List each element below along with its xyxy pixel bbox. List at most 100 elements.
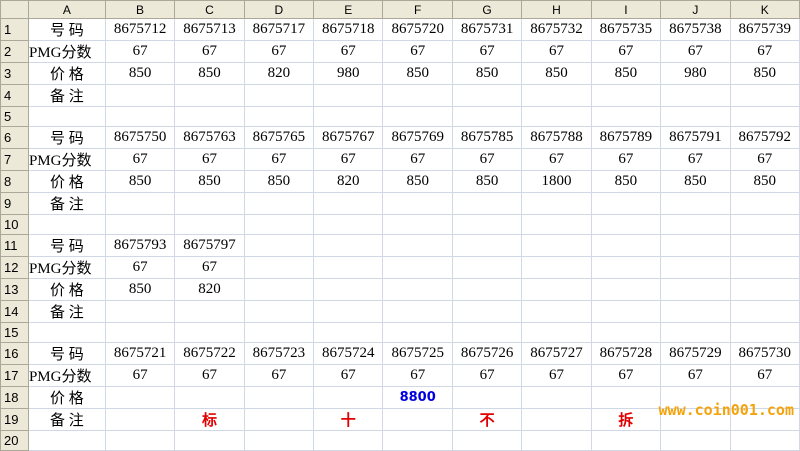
cell-A19[interactable]: 备 注 (27, 408, 106, 431)
cell-I13[interactable] (590, 278, 662, 301)
column-header-J[interactable]: J (660, 0, 731, 19)
row-header-6[interactable]: 6 (0, 126, 29, 149)
row-header-15[interactable]: 15 (0, 322, 29, 343)
cell-D5[interactable] (243, 106, 315, 127)
cell-C1[interactable]: 8675713 (174, 18, 245, 41)
cell-F4[interactable] (382, 84, 453, 107)
cell-C15[interactable] (174, 322, 245, 343)
cell-J1[interactable]: 8675738 (660, 18, 731, 41)
row-header-8[interactable]: 8 (0, 170, 29, 193)
cell-I5[interactable] (590, 106, 662, 127)
cell-F2[interactable]: 67 (382, 40, 453, 63)
cell-C2[interactable]: 67 (174, 40, 245, 63)
cell-I16[interactable]: 8675728 (590, 342, 662, 365)
cell-D10[interactable] (243, 214, 315, 235)
cell-I10[interactable] (590, 214, 662, 235)
cell-G2[interactable]: 67 (451, 40, 523, 63)
cell-E15[interactable] (313, 322, 384, 343)
cell-K17[interactable]: 67 (729, 364, 800, 387)
cell-A14[interactable]: 备 注 (27, 300, 106, 323)
cell-K9[interactable] (729, 192, 800, 215)
cell-G9[interactable] (451, 192, 523, 215)
cell-H9[interactable] (521, 192, 592, 215)
cell-E20[interactable] (313, 430, 384, 451)
cell-G5[interactable] (451, 106, 523, 127)
cell-I6[interactable]: 8675789 (590, 126, 662, 149)
cell-C18[interactable] (174, 386, 245, 409)
cell-G17[interactable]: 67 (451, 364, 523, 387)
cell-D16[interactable]: 8675723 (243, 342, 315, 365)
cell-J7[interactable]: 67 (660, 148, 731, 171)
cell-H18[interactable] (521, 386, 592, 409)
cell-I20[interactable] (590, 430, 662, 451)
cell-B11[interactable]: 8675793 (104, 234, 176, 257)
column-header-E[interactable]: E (313, 0, 384, 19)
cell-I11[interactable] (590, 234, 662, 257)
cell-C20[interactable] (174, 430, 245, 451)
cell-E1[interactable]: 8675718 (313, 18, 384, 41)
cell-B3[interactable]: 850 (104, 62, 176, 85)
cell-J12[interactable] (660, 256, 731, 279)
cell-J13[interactable] (660, 278, 731, 301)
cell-B15[interactable] (104, 322, 176, 343)
cell-F18[interactable]: 8800 (382, 386, 453, 409)
cell-B19[interactable] (104, 408, 176, 431)
cell-I14[interactable] (590, 300, 662, 323)
cell-G3[interactable]: 850 (451, 62, 523, 85)
cell-I4[interactable] (590, 84, 662, 107)
row-header-16[interactable]: 16 (0, 342, 29, 365)
column-header-I[interactable]: I (590, 0, 662, 19)
cell-E3[interactable]: 980 (313, 62, 384, 85)
cell-I3[interactable]: 850 (590, 62, 662, 85)
cell-C16[interactable]: 8675722 (174, 342, 245, 365)
cell-A10[interactable] (27, 214, 106, 235)
row-header-7[interactable]: 7 (0, 148, 29, 171)
cell-H17[interactable]: 67 (521, 364, 592, 387)
cell-A7[interactable]: PMG分数 (27, 148, 106, 171)
cell-G12[interactable] (451, 256, 523, 279)
cell-B7[interactable]: 67 (104, 148, 176, 171)
cell-F11[interactable] (382, 234, 453, 257)
cell-F5[interactable] (382, 106, 453, 127)
cell-C9[interactable] (174, 192, 245, 215)
cell-H15[interactable] (521, 322, 592, 343)
cell-J3[interactable]: 980 (660, 62, 731, 85)
cell-J5[interactable] (660, 106, 731, 127)
cell-A20[interactable] (27, 430, 106, 451)
row-header-4[interactable]: 4 (0, 84, 29, 107)
cell-J10[interactable] (660, 214, 731, 235)
cell-H1[interactable]: 8675732 (521, 18, 592, 41)
cell-J15[interactable] (660, 322, 731, 343)
cell-D9[interactable] (243, 192, 315, 215)
cell-F19[interactable] (382, 408, 453, 431)
cell-K8[interactable]: 850 (729, 170, 800, 193)
cell-J11[interactable] (660, 234, 731, 257)
cell-A3[interactable]: 价 格 (27, 62, 106, 85)
row-header-2[interactable]: 2 (0, 40, 29, 63)
cell-H14[interactable] (521, 300, 592, 323)
column-header-A[interactable]: A (27, 0, 106, 19)
cell-F3[interactable]: 850 (382, 62, 453, 85)
cell-C4[interactable] (174, 84, 245, 107)
cell-D6[interactable]: 8675765 (243, 126, 315, 149)
cell-B1[interactable]: 8675712 (104, 18, 176, 41)
cell-I18[interactable] (590, 386, 662, 409)
cell-A18[interactable]: 价 格 (27, 386, 106, 409)
cell-F1[interactable]: 8675720 (382, 18, 453, 41)
cell-G6[interactable]: 8675785 (451, 126, 523, 149)
cell-K11[interactable] (729, 234, 800, 257)
cell-G1[interactable]: 8675731 (451, 18, 523, 41)
cell-J6[interactable]: 8675791 (660, 126, 731, 149)
cell-D1[interactable]: 8675717 (243, 18, 315, 41)
cell-E4[interactable] (313, 84, 384, 107)
cell-B16[interactable]: 8675721 (104, 342, 176, 365)
cell-C12[interactable]: 67 (174, 256, 245, 279)
cell-A12[interactable]: PMG分数 (27, 256, 106, 279)
cell-B20[interactable] (104, 430, 176, 451)
cell-B13[interactable]: 850 (104, 278, 176, 301)
cell-B8[interactable]: 850 (104, 170, 176, 193)
cell-G7[interactable]: 67 (451, 148, 523, 171)
cell-D8[interactable]: 850 (243, 170, 315, 193)
cell-J4[interactable] (660, 84, 731, 107)
cell-E10[interactable] (313, 214, 384, 235)
